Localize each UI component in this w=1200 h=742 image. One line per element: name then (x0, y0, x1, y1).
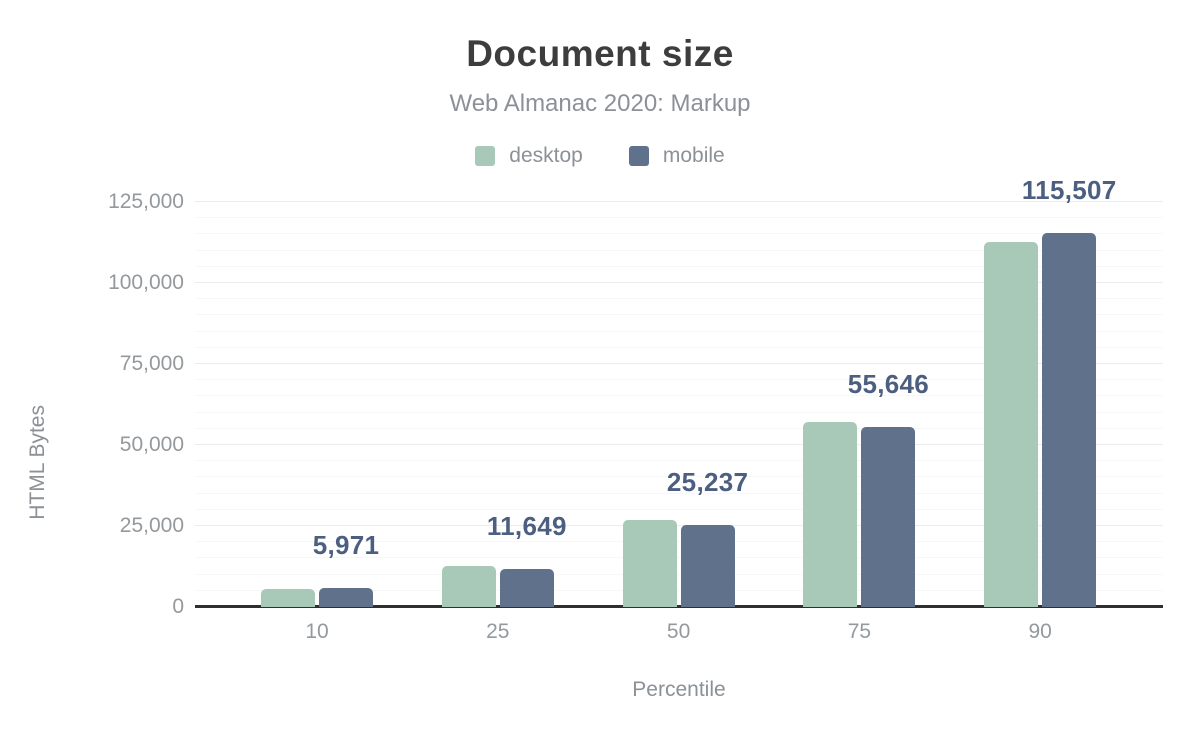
gridline-minor (195, 233, 1163, 235)
gridline-minor (195, 314, 1163, 316)
bar-value-label-p75: 55,646 (847, 368, 930, 399)
bar-desktop-p25[interactable] (441, 565, 496, 607)
y-tick-label-50000: 50,000 (119, 433, 184, 456)
legend-swatch-mobile-icon (628, 146, 649, 166)
x-axis-title: Percentile (632, 678, 726, 701)
bar-desktop-p10[interactable] (261, 588, 315, 607)
legend-item-mobile[interactable]: mobile (628, 144, 725, 168)
legend: desktop mobile (0, 143, 1200, 169)
gridline-minor (195, 217, 1163, 219)
gridline-minor (195, 476, 1163, 478)
bar-mobile-p75[interactable] (861, 426, 916, 607)
y-tick-label-75000: 75,000 (119, 352, 184, 375)
gridline-minor (195, 427, 1163, 429)
bar-value-label-p25: 11,649 (486, 511, 567, 542)
gridline-minor (195, 460, 1163, 462)
bar-desktop-p90[interactable] (984, 241, 1039, 607)
gridline-major (195, 444, 1163, 445)
bar-value-label-p50: 25,237 (666, 467, 749, 498)
x-axis-line (195, 605, 1163, 608)
bar-mobile-p50[interactable] (680, 525, 735, 607)
x-tick-label-50: 50 (666, 620, 691, 643)
gridline-minor (195, 589, 1163, 591)
x-tick-label-90: 90 (1028, 620, 1052, 643)
gridline-minor (195, 330, 1163, 332)
bar-desktop-p75[interactable] (803, 421, 858, 607)
bar-desktop-p50[interactable] (622, 520, 677, 607)
legend-label-mobile: mobile (662, 144, 725, 167)
gridline-major (195, 525, 1163, 526)
bar-mobile-p25[interactable] (499, 569, 554, 607)
x-tick-label-10: 10 (305, 620, 329, 643)
chart-subtitle: Web Almanac 2020: Markup (449, 90, 751, 117)
chart-title: Document size (466, 33, 734, 74)
gridline-minor (195, 411, 1163, 413)
legend-item-desktop[interactable]: desktop (475, 144, 583, 168)
plot-area: 5,971 11,649 25,237 55,646 115,507 (195, 160, 1163, 608)
gridline-minor (195, 265, 1163, 267)
gridline-minor (195, 508, 1163, 510)
x-tick-label-75: 75 (847, 620, 872, 643)
y-tick-label-25000: 25,000 (119, 514, 184, 537)
y-tick-label-125000: 125,000 (108, 190, 184, 213)
gridline-minor (195, 346, 1163, 348)
gridline-minor (195, 298, 1163, 300)
gridline-major (195, 201, 1163, 202)
gridline-major (195, 282, 1163, 283)
legend-label-desktop: desktop (509, 144, 583, 167)
gridline-major (195, 363, 1163, 364)
x-tick-label-25: 25 (486, 620, 510, 643)
bar-mobile-p90[interactable] (1042, 232, 1097, 607)
gridline-minor (195, 395, 1163, 397)
y-tick-label-100000: 100,000 (108, 271, 184, 294)
gridline-minor (195, 492, 1163, 494)
bar-value-label-p90: 115,507 (1021, 174, 1117, 205)
legend-swatch-desktop-icon (475, 146, 496, 166)
bar-value-label-p10: 5,971 (312, 529, 380, 560)
gridline-minor (195, 249, 1163, 251)
gridline-minor (195, 557, 1163, 559)
gridline-minor (195, 573, 1163, 575)
bar-mobile-p10[interactable] (319, 587, 373, 607)
gridline-minor (195, 379, 1163, 381)
gridline-minor (195, 541, 1163, 543)
y-tick-label-0: 0 (172, 595, 184, 618)
